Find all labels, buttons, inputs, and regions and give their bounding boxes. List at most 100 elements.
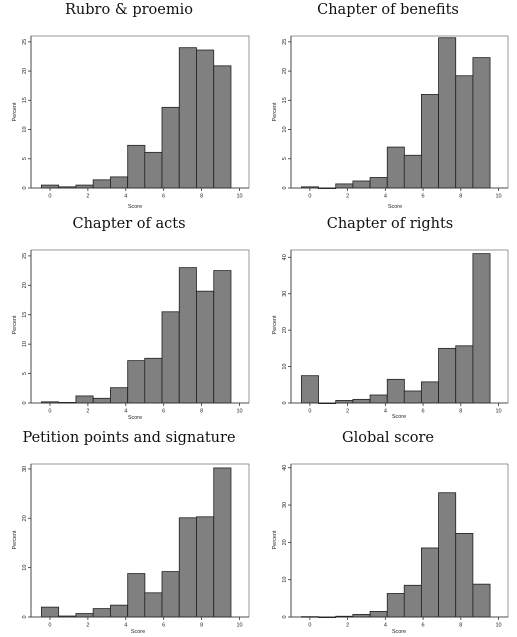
histogram-bar [420, 381, 439, 404]
histogram-bar [386, 378, 405, 404]
histogram-bar [213, 270, 232, 404]
histogram-bar [420, 94, 439, 189]
histogram-bar [438, 37, 457, 189]
histogram-bar [472, 583, 491, 618]
histogram-bar [161, 571, 180, 618]
histogram-bar [92, 179, 111, 189]
panel-chapter-of-benefits: Chapter of benefits 0 5 10 15 20 25 0 2 4 6 8 10 Sc… [272, 2, 509, 210]
y-tick-label: 5 [22, 372, 28, 375]
y-tick-label: 20 [22, 282, 28, 288]
histogram-bar [110, 176, 129, 189]
x-tick-label: 8 [200, 409, 203, 415]
x-axis-label: Score [128, 204, 142, 210]
x-tick-label: 2 [346, 409, 349, 415]
x-tick-label: 10 [496, 623, 502, 629]
histogram-bar [403, 390, 422, 404]
y-tick-label: 40 [282, 254, 288, 260]
histogram-bar [41, 184, 60, 189]
histogram-bar [144, 592, 163, 618]
histogram-bar [127, 144, 146, 189]
plot-area: 0 10 20 30 0 2 4 6 8 10 [22, 463, 250, 629]
histogram-bar [369, 394, 388, 404]
panel-title: Rubro & proemio [65, 2, 193, 18]
panel-title: Chapter of rights [327, 216, 453, 232]
histogram-bar [161, 106, 180, 189]
histogram-bar [352, 398, 371, 404]
x-tick-label: 6 [422, 194, 425, 200]
histogram-bar [196, 516, 215, 618]
histogram-bar [178, 267, 197, 404]
histogram-bar [472, 57, 491, 189]
histogram-bar [75, 184, 94, 189]
x-tick-label: 0 [308, 194, 311, 200]
y-tick-label: 20 [22, 68, 28, 74]
x-tick-label: 2 [86, 409, 89, 415]
y-tick-label: 0 [282, 186, 288, 189]
x-tick-label: 0 [48, 623, 51, 629]
y-tick-label: 20 [282, 327, 288, 333]
y-tick-label: 15 [22, 97, 28, 103]
x-tick-label: 10 [496, 409, 502, 415]
y-tick-label: 25 [282, 39, 288, 45]
histogram-bar [144, 357, 163, 404]
histogram-bar [213, 65, 232, 189]
histogram-bar [455, 75, 474, 189]
x-tick-label: 8 [200, 194, 203, 200]
histogram-bar [178, 517, 197, 618]
x-tick-label: 4 [124, 409, 127, 415]
y-axis-label: Percent [272, 315, 278, 334]
x-tick-label: 2 [86, 194, 89, 200]
x-tick-label: 4 [124, 623, 127, 629]
histogram-bar [161, 311, 180, 404]
x-tick-label: 4 [384, 409, 387, 415]
x-tick-label: 2 [346, 194, 349, 200]
y-tick-label: 10 [282, 364, 288, 370]
y-tick-label: 10 [22, 565, 28, 571]
y-axis-label: Percent [12, 315, 18, 334]
y-axis-label: Percent [12, 530, 18, 549]
histogram-bar [438, 492, 457, 618]
x-tick-label: 0 [308, 409, 311, 415]
histogram-bar [386, 146, 405, 189]
histogram-bar [369, 177, 388, 189]
x-tick-label: 2 [346, 623, 349, 629]
histogram-bar [403, 154, 422, 189]
x-tick-label: 4 [124, 194, 127, 200]
x-tick-label: 10 [236, 194, 242, 200]
plot-area: 0 5 10 15 20 25 0 2 4 6 8 10 [22, 249, 250, 415]
histogram-bar [92, 397, 111, 404]
x-tick-label: 0 [308, 623, 311, 629]
histogram-bar [300, 375, 319, 404]
histogram-bar [472, 253, 491, 404]
plot-area: 0 5 10 15 20 25 0 2 4 6 8 10 [282, 35, 509, 200]
y-tick-label: 25 [22, 39, 28, 45]
x-tick-label: 8 [459, 194, 462, 200]
histogram-bar [127, 360, 146, 404]
y-axis-label: Percent [272, 530, 278, 549]
histogram-bar [196, 49, 215, 189]
y-tick-label: 15 [22, 312, 28, 318]
histogram-bar [352, 180, 371, 189]
x-tick-label: 6 [162, 623, 165, 629]
histogram-bar [438, 347, 457, 404]
histogram-bar [213, 467, 232, 618]
x-tick-label: 0 [48, 409, 51, 415]
y-tick-label: 10 [22, 126, 28, 132]
histogram-bar [41, 606, 60, 618]
y-tick-label: 5 [22, 157, 28, 160]
y-tick-label: 5 [282, 157, 288, 160]
histogram-bar [455, 345, 474, 404]
x-tick-label: 6 [162, 194, 165, 200]
y-axis-label: Percent [272, 102, 278, 121]
plot-area: 0 5 10 15 20 25 0 2 4 6 8 10 [22, 35, 250, 200]
histogram-bar [369, 611, 388, 618]
histogram-bar [403, 584, 422, 618]
histogram-bar [127, 573, 146, 618]
histogram-bar [455, 533, 474, 618]
panel-global-score: Global score 0 10 20 30 40 0 2 4 6 8 10 Score Perc… [272, 430, 509, 635]
plot-area: 0 10 20 30 40 0 2 4 6 8 10 [282, 463, 509, 629]
histogram-bar [92, 608, 111, 618]
y-tick-label: 30 [22, 466, 28, 472]
y-tick-label: 0 [282, 401, 288, 404]
